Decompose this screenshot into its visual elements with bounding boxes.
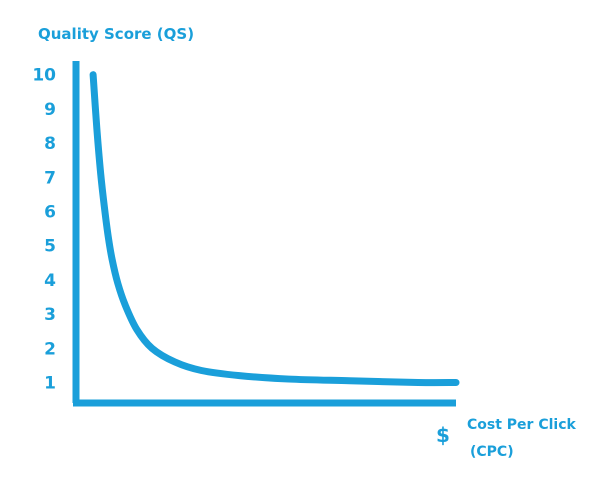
x-axis-dollar-label: $ <box>436 423 450 447</box>
y-axis-title: Quality Score (QS) <box>38 25 194 43</box>
y-tick-label-3: 3 <box>44 305 56 325</box>
y-tick-label-7: 7 <box>44 168 56 188</box>
y-tick-label-4: 4 <box>44 271 56 291</box>
y-tick-label-8: 8 <box>44 134 56 154</box>
y-tick-label-1: 1 <box>44 373 56 393</box>
y-tick-label-9: 9 <box>44 100 56 120</box>
x-axis-title-line-2: (CPC) <box>470 444 514 460</box>
y-tick-labels: 10 9 8 7 6 5 4 3 2 1 <box>32 66 56 394</box>
data-curve <box>89 71 460 387</box>
y-tick-label-2: 2 <box>44 339 56 359</box>
x-axis-title-line-1: Cost Per Click <box>467 417 576 433</box>
y-tick-label-10: 10 <box>32 66 56 86</box>
y-tick-label-6: 6 <box>44 202 56 222</box>
y-tick-label-5: 5 <box>44 237 56 257</box>
